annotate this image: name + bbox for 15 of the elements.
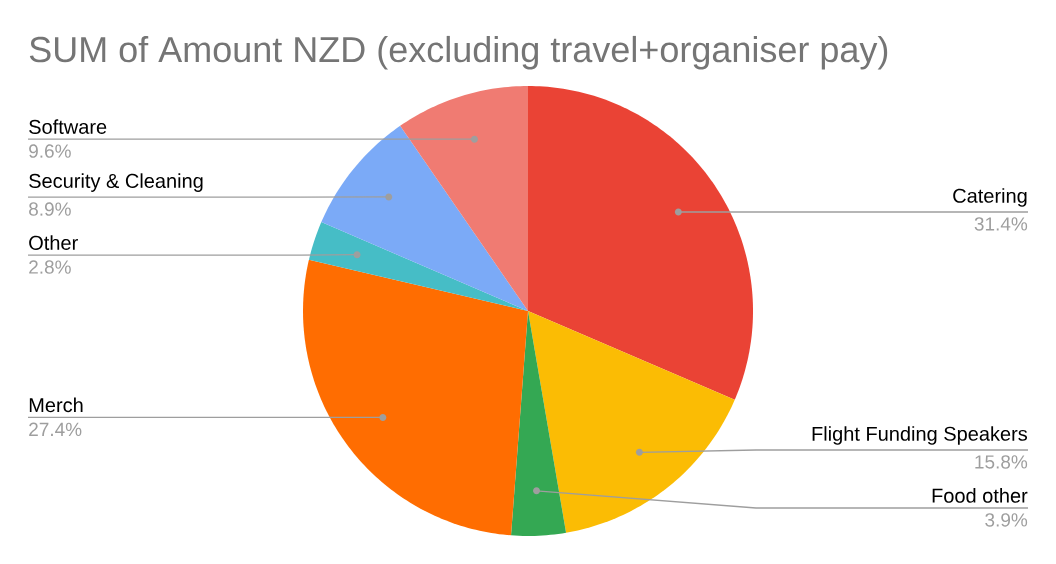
data-label: 9.6%	[29, 144, 71, 158]
data-label: 31.4%	[974, 217, 1028, 231]
chart-title: SUM of Amount NZD (excluding travel+organiser pay)	[29, 35, 888, 70]
slice-label: Catering	[953, 188, 1027, 207]
slice-label: Merch	[29, 397, 83, 413]
data-label: 27.4%	[29, 422, 82, 436]
slice-label: Security & Cleaning	[29, 173, 203, 192]
data-label: 8.9%	[29, 202, 71, 216]
slice-label: Software	[29, 119, 107, 134]
data-label: 3.9%	[985, 513, 1028, 527]
slice-label: Food other	[932, 488, 1028, 503]
slice-label: Other	[29, 235, 78, 250]
data-label: 2.8%	[29, 260, 71, 274]
data-label: 15.8%	[975, 455, 1028, 469]
slice-label: Flight Funding Speakers	[812, 426, 1028, 445]
